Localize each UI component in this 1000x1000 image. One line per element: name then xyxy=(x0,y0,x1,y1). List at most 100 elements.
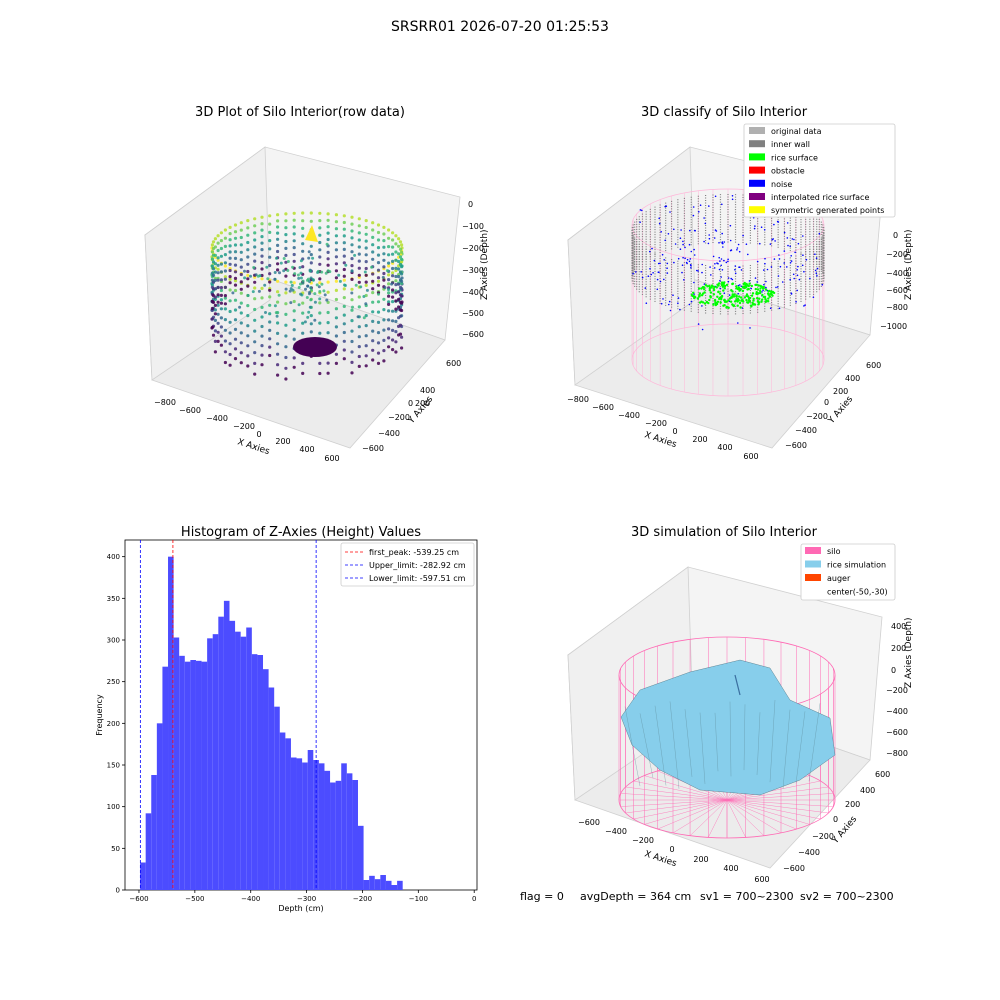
raw-point xyxy=(394,242,398,246)
raw-point xyxy=(382,239,386,243)
raw-point xyxy=(309,322,313,326)
raw-point xyxy=(284,334,288,338)
simulation-y-tick: −400 xyxy=(798,848,820,857)
classify-noise-point xyxy=(787,244,789,247)
raw-point xyxy=(362,316,366,320)
raw-point xyxy=(284,287,288,291)
classify-noise-point xyxy=(703,283,706,285)
raw-point xyxy=(397,297,401,301)
classify-rice-point xyxy=(692,291,695,294)
raw-point xyxy=(307,250,311,254)
raw-point xyxy=(342,247,346,251)
classify-noise-point xyxy=(740,269,743,271)
simulation-silo-spoke xyxy=(726,799,765,836)
histogram-y-tick-label: 350 xyxy=(107,595,120,603)
raw-point xyxy=(344,263,348,267)
raw-point xyxy=(364,239,368,243)
raw-point xyxy=(376,261,381,265)
raw-point xyxy=(370,265,374,269)
raw-point xyxy=(400,257,404,261)
raw-point xyxy=(223,318,227,322)
raw-point xyxy=(223,350,227,354)
classify-rice-point xyxy=(696,297,700,300)
raw-point xyxy=(357,364,361,368)
raw-point xyxy=(260,277,264,281)
raw-point xyxy=(223,285,227,289)
classify-noise-point xyxy=(770,266,773,268)
raw-point xyxy=(219,231,223,235)
classify-rice-point xyxy=(751,292,755,295)
classify-noise-point xyxy=(754,277,757,279)
raw-point xyxy=(318,240,322,245)
raw-point xyxy=(260,296,264,300)
simulation-z-tick: −800 xyxy=(886,749,908,758)
classify-noise-point xyxy=(737,292,739,295)
raw-point xyxy=(364,273,368,277)
raw-point xyxy=(387,288,390,292)
raw-point xyxy=(308,269,312,273)
classify-noise-point xyxy=(664,205,666,208)
raw-point xyxy=(253,372,257,376)
classify-noise-point xyxy=(668,303,670,306)
histogram-bar xyxy=(274,706,280,890)
simulation-rice-mesh-line xyxy=(684,709,693,777)
raw-y-tick: −400 xyxy=(378,429,400,438)
classify-noise-point xyxy=(814,269,817,272)
raw-point xyxy=(299,282,302,286)
histogram-bar xyxy=(374,879,381,890)
classify-y-ticks: 600 400 200 0 −200 −400 −600 xyxy=(785,361,881,450)
classify-rice-point xyxy=(704,284,708,287)
raw-point xyxy=(228,238,232,242)
classify-noise-point xyxy=(742,234,744,237)
classify-noise-point xyxy=(783,262,785,264)
histogram-bar xyxy=(145,813,152,890)
classify-noise-point xyxy=(776,286,779,288)
raw-point xyxy=(318,255,322,259)
raw-point xyxy=(228,288,232,292)
raw-point xyxy=(382,278,386,282)
classify-rice-point xyxy=(729,300,733,303)
classify-noise-point xyxy=(727,258,729,261)
classify-rice-point xyxy=(738,301,742,305)
classify-rice-point xyxy=(762,286,765,290)
classify-noise-point xyxy=(795,301,797,303)
raw-point xyxy=(260,222,264,226)
raw-point xyxy=(260,248,264,252)
simulation-silo-spoke xyxy=(726,799,829,814)
classify-panel-points xyxy=(631,188,825,397)
simulation-panel-title: 3D simulation of Silo Interior xyxy=(631,525,818,540)
raw-point xyxy=(210,257,214,261)
raw-point xyxy=(387,253,391,257)
raw-point xyxy=(301,219,305,223)
histogram-bar xyxy=(168,556,174,890)
raw-point xyxy=(326,237,330,242)
classify-noise-point xyxy=(673,261,675,264)
raw-point xyxy=(342,214,346,218)
raw-point xyxy=(391,328,395,332)
classify-noise-point xyxy=(737,284,740,287)
classify-noise-point xyxy=(679,308,681,311)
raw-point xyxy=(233,327,238,331)
raw-point xyxy=(398,240,403,244)
classify-noise-point xyxy=(639,221,641,223)
raw-point xyxy=(309,276,313,280)
simulation-silo-spoke xyxy=(620,799,728,807)
raw-point xyxy=(233,337,238,341)
classify-rice-point xyxy=(727,306,730,309)
raw-x-tick: −600 xyxy=(179,406,201,415)
classify-noise-point xyxy=(765,280,767,283)
simulation-z-ticks: 400 200 0 −200 −400 −600 −800 xyxy=(886,622,908,758)
raw-point xyxy=(223,244,227,248)
raw-point xyxy=(216,285,220,290)
classify-noise-point xyxy=(689,258,692,260)
simulation-silo-spoke xyxy=(657,799,728,830)
classify-noise-point xyxy=(653,259,656,262)
histogram-bars xyxy=(140,556,403,890)
classify-legend-label: interpolated rice surface xyxy=(771,193,869,202)
raw-point xyxy=(334,307,338,311)
histogram-y-tick-label: 100 xyxy=(107,803,120,811)
classify-noise-point xyxy=(679,248,682,250)
classify-noise-point xyxy=(714,263,716,265)
raw-point xyxy=(268,328,272,332)
classify-rice-point xyxy=(767,293,770,296)
